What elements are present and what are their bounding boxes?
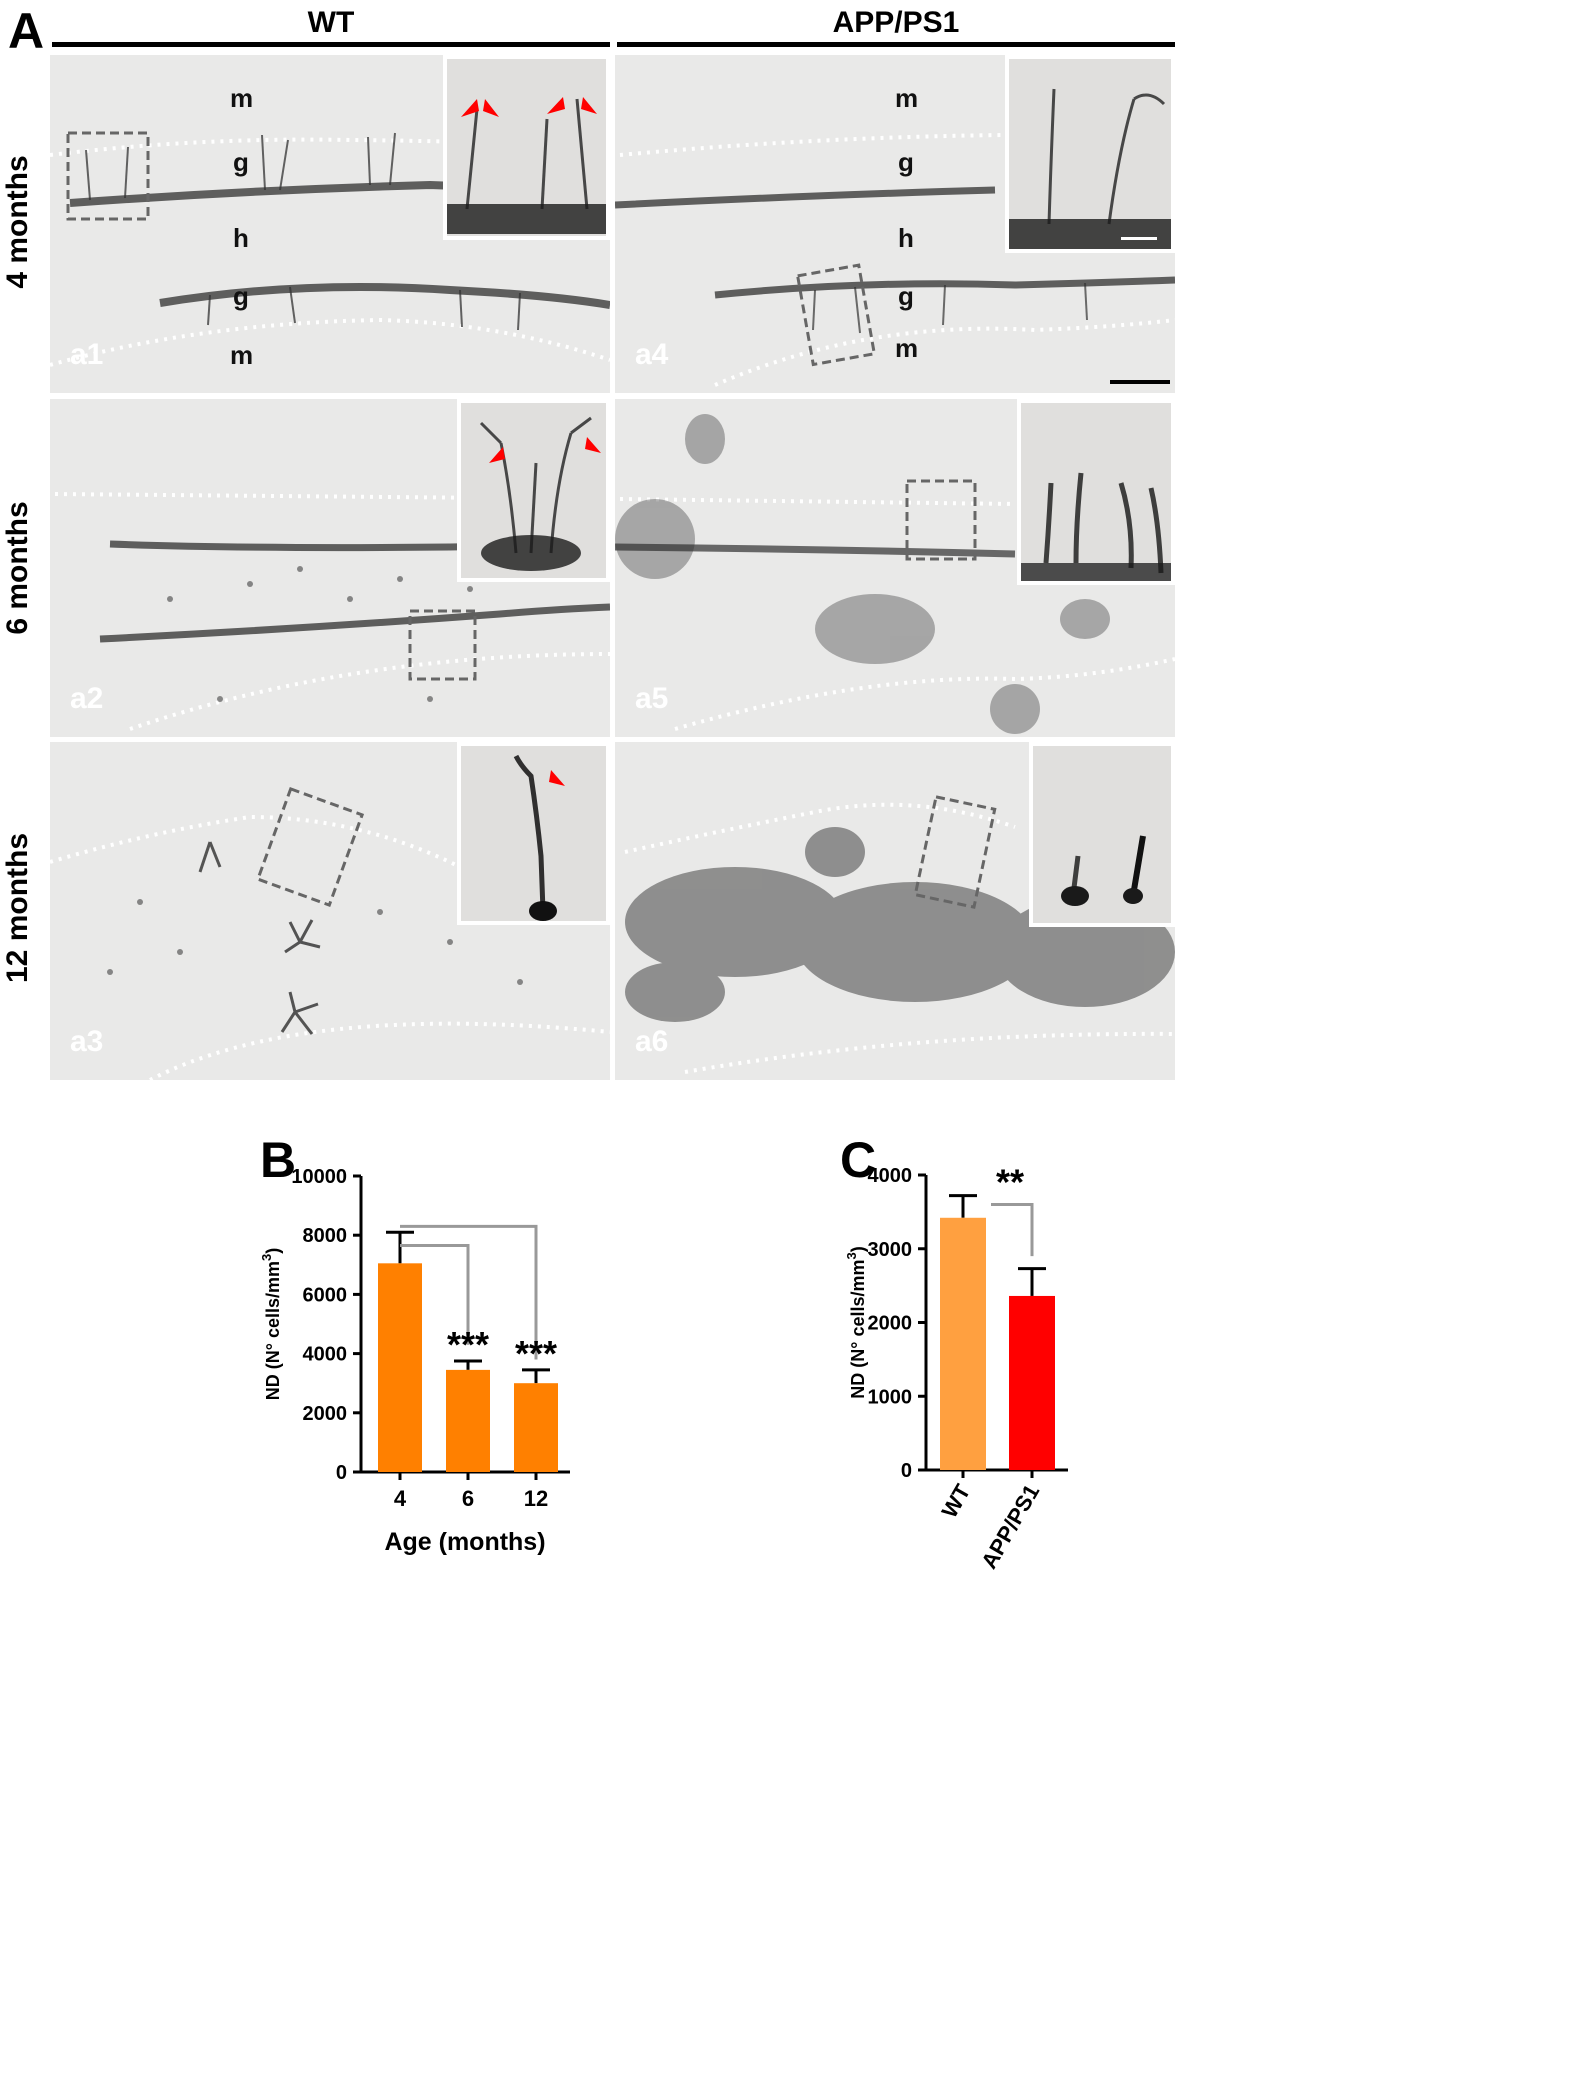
micrograph-a3: a3 <box>50 742 610 1080</box>
inset-a1 <box>443 55 610 240</box>
column-divider-app-ps1 <box>617 42 1175 47</box>
x-tick-label: 12 <box>524 1486 548 1511</box>
micrograph-a6: a6 <box>615 742 1175 1080</box>
y-tick-label: 10000 <box>291 1166 347 1188</box>
y-tick-label: 3000 <box>868 1239 913 1261</box>
micrograph-a4: m g h g m a4 <box>615 55 1175 393</box>
inset-a6 <box>1029 742 1175 927</box>
column-header-wt: WT <box>307 6 355 39</box>
micrograph-a2: a2 <box>50 399 610 737</box>
y-tick-label: 4000 <box>868 1165 913 1187</box>
y-tick-label: 1000 <box>868 1386 913 1408</box>
x-tick-label: 6 <box>462 1486 474 1511</box>
panel-id-a2: a2 <box>70 682 104 715</box>
y-tick-label: 2000 <box>303 1403 348 1425</box>
y-axis-label: ND (N° cells/mm3) <box>259 1248 283 1400</box>
zone-label-g: g <box>898 147 914 177</box>
inset-a2 <box>457 399 610 582</box>
inset-a4 <box>1005 55 1175 253</box>
x-tick-label: 4 <box>394 1486 407 1511</box>
zone-label-m: m <box>895 333 919 363</box>
x-axis-label: Age (months) <box>384 1528 545 1556</box>
y-tick-label: 0 <box>336 1462 347 1484</box>
zone-label-g: g <box>233 281 249 311</box>
bar <box>514 1383 558 1472</box>
chart-c: 0 1000 2000 3000 4000 ND (N° cells/mm3) WT APP/… <box>844 1162 1068 1573</box>
significance-marker: *** <box>447 1324 489 1365</box>
panel-c-letter: C <box>840 1132 877 1188</box>
comparison-bracket <box>400 1224 538 1360</box>
panel-b-letter: B <box>260 1132 297 1188</box>
column-divider-wt <box>52 42 610 47</box>
zone-label-m: m <box>230 83 254 113</box>
panel-id-a5: a5 <box>635 682 669 715</box>
inset-a3 <box>457 742 610 925</box>
micrograph-a1: m g h g m a1 <box>50 55 610 393</box>
y-tick-label: 0 <box>901 1460 912 1482</box>
zone-label-m: m <box>230 340 254 370</box>
significance-marker: ** <box>996 1162 1024 1203</box>
y-axis-label: ND (N° cells/mm3) <box>844 1246 868 1398</box>
x-tick-label: WT <box>937 1480 976 1523</box>
comparison-bracket <box>991 1203 1034 1257</box>
y-tick-label: 6000 <box>303 1284 348 1306</box>
bar <box>1009 1295 1055 1470</box>
y-tick-label: 8000 <box>303 1225 348 1247</box>
zone-label-m: m <box>895 83 919 113</box>
panel-id-a4: a4 <box>635 338 669 371</box>
bar <box>378 1263 422 1472</box>
y-tick-label: 4000 <box>303 1344 348 1366</box>
column-header-app-ps1: APP/PS1 <box>832 6 960 39</box>
zone-label-h: h <box>898 223 914 253</box>
significance-marker: *** <box>515 1333 557 1374</box>
panel-id-a6: a6 <box>635 1025 669 1058</box>
panel-id-a1: a1 <box>70 338 104 371</box>
zone-label-g: g <box>233 147 249 177</box>
y-tick-label: 2000 <box>868 1313 913 1335</box>
chart-b: 0 2000 4000 6000 8000 10000 ND (N° cells/mm3) 4… <box>259 1166 570 1556</box>
row-label-6-months: 6 months <box>1 501 34 635</box>
row-label-12-months: 12 months <box>1 832 34 984</box>
zone-label-g: g <box>898 281 914 311</box>
row-label-4-months: 4 months <box>1 155 34 289</box>
x-tick-label: APP/PS1 <box>976 1480 1044 1573</box>
bar <box>446 1369 490 1472</box>
zone-label-h: h <box>233 223 249 253</box>
micrograph-a5: a5 <box>615 399 1175 737</box>
comparison-bracket <box>400 1244 470 1345</box>
inset-a5 <box>1017 399 1175 585</box>
panel-id-a3: a3 <box>70 1025 104 1058</box>
bar <box>940 1217 986 1470</box>
panel-a-letter: A <box>8 3 45 59</box>
